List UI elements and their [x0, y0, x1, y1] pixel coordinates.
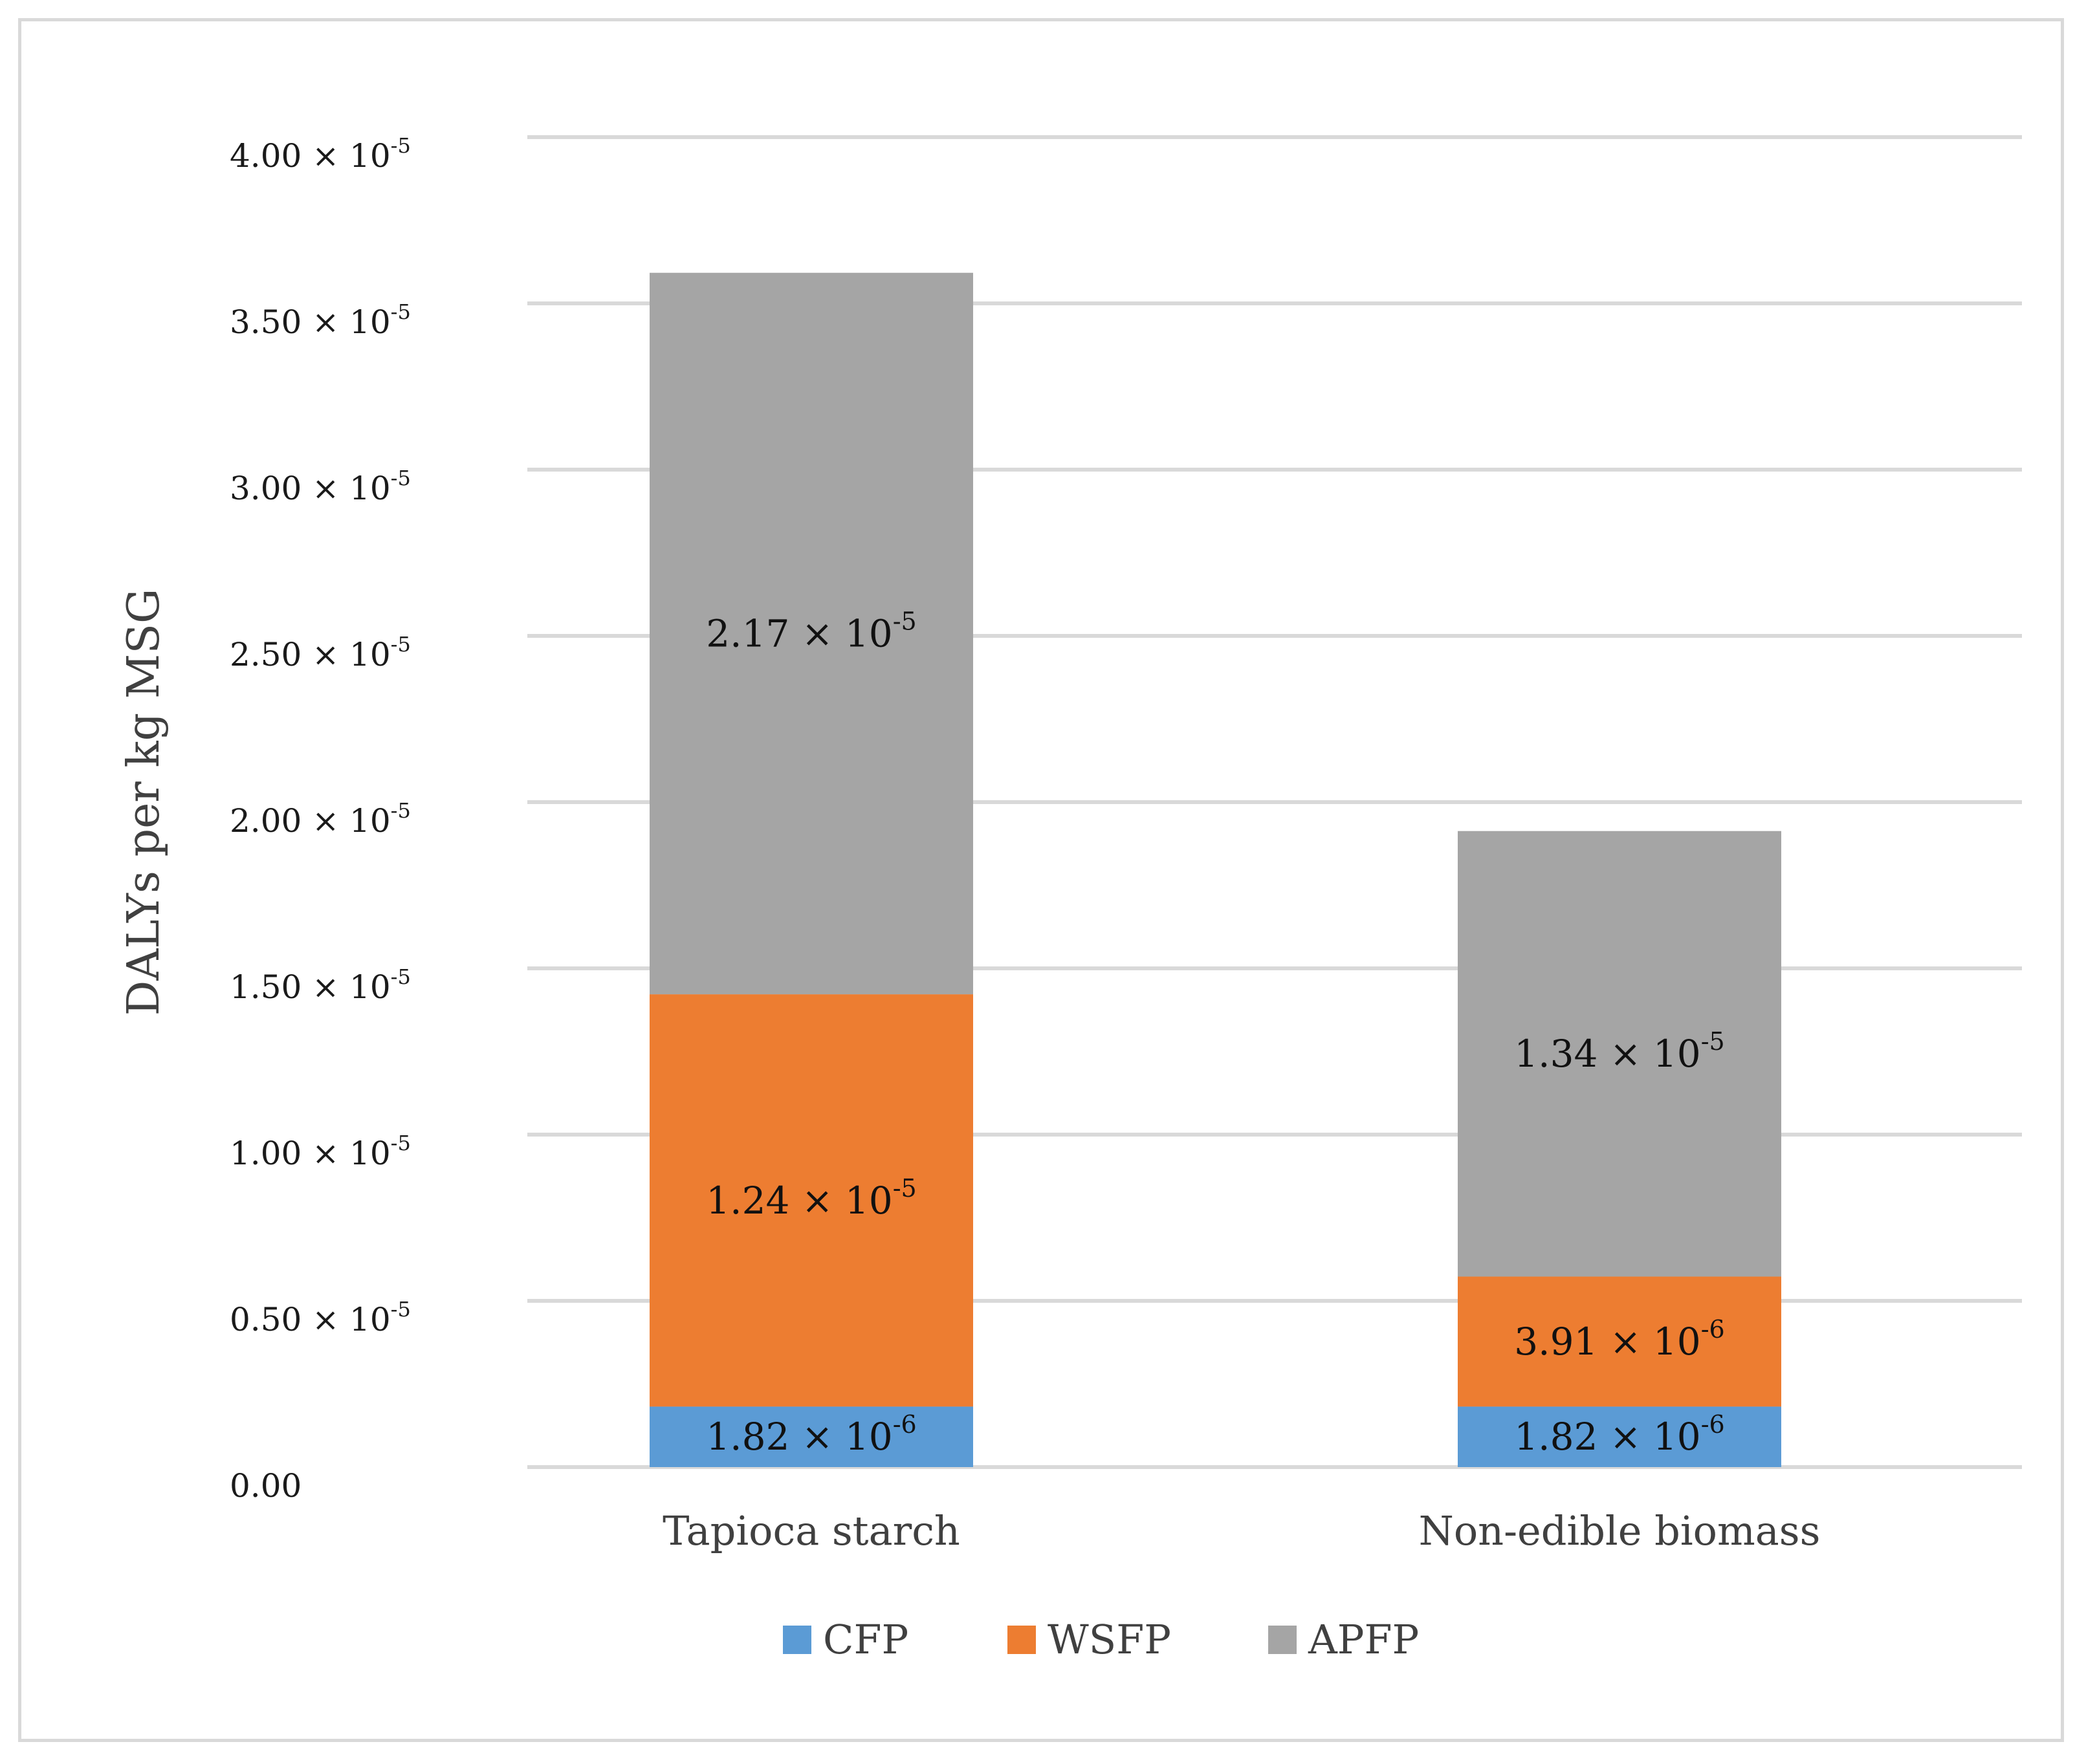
- legend-item-cfp: CFP: [783, 1616, 908, 1663]
- legend-swatch-apfp: [1268, 1626, 1297, 1654]
- bar-tapioca-starch-apfp: [650, 272, 973, 995]
- data-label-non-edible-biomass-cfp: 1.82 × 10-6: [1514, 1410, 1724, 1459]
- y-axis-tick-labels: 0.00 0.50 × 10-5 1.00 × 10-5 1.50 × 10-5 2.0…: [230, 133, 411, 1505]
- data-label-non-edible-biomass-apfp: 1.34 × 10-5: [1514, 1027, 1724, 1076]
- legend-label-wsfp: WSFP: [1048, 1616, 1171, 1663]
- x-tick-label: Non-edible biomass: [1419, 1507, 1821, 1554]
- y-tick-label: 3.00 × 10-5: [230, 466, 411, 507]
- legend-item-wsfp: WSFP: [1007, 1616, 1171, 1663]
- x-axis-tick-labels: Tapioca starch Non-edible biomass: [663, 1507, 1820, 1554]
- bars: [650, 272, 1781, 1467]
- data-label-tapioca-starch-apfp: 2.17 × 10-5: [706, 607, 916, 655]
- legend-swatch-cfp: [783, 1626, 811, 1654]
- y-tick-label: 1.50 × 10-5: [230, 964, 411, 1006]
- data-label-tapioca-starch-cfp: 1.82 × 10-6: [706, 1410, 916, 1459]
- y-tick-label: 0.00: [230, 1467, 302, 1505]
- y-tick-label: 2.50 × 10-5: [230, 632, 411, 673]
- legend-item-apfp: APFP: [1268, 1616, 1419, 1663]
- y-tick-label: 2.00 × 10-5: [230, 798, 411, 840]
- y-tick-label: 0.50 × 10-5: [230, 1297, 411, 1338]
- x-tick-label: Tapioca starch: [663, 1507, 960, 1554]
- y-tick-label: 1.00 × 10-5: [230, 1131, 411, 1172]
- y-tick-label: 4.00 × 10-5: [230, 133, 411, 175]
- bar-tapioca-starch-wsfp: [650, 994, 973, 1407]
- legend-swatch-wsfp: [1007, 1626, 1036, 1654]
- legend: CFP WSFP APFP: [783, 1616, 1419, 1663]
- y-tick-label: 3.50 × 10-5: [230, 299, 411, 341]
- legend-label-cfp: CFP: [823, 1616, 908, 1663]
- data-label-non-edible-biomass-wsfp: 3.91 × 10-6: [1514, 1315, 1724, 1364]
- bar-non-edible-biomass-wsfp: [1458, 1276, 1781, 1407]
- y-axis-title: DALYs per kg MSG: [118, 589, 170, 1016]
- bar-tapioca-starch-cfp: [650, 1406, 973, 1467]
- data-labels: 1.82 × 10-6 1.24 × 10-5 2.17 × 10-5 1.82 × …: [706, 607, 1724, 1459]
- bar-non-edible-biomass-cfp: [1458, 1406, 1781, 1467]
- bar-non-edible-biomass-apfp: [1458, 831, 1781, 1277]
- legend-label-apfp: APFP: [1308, 1616, 1419, 1663]
- data-label-tapioca-starch-wsfp: 1.24 × 10-5: [706, 1174, 916, 1223]
